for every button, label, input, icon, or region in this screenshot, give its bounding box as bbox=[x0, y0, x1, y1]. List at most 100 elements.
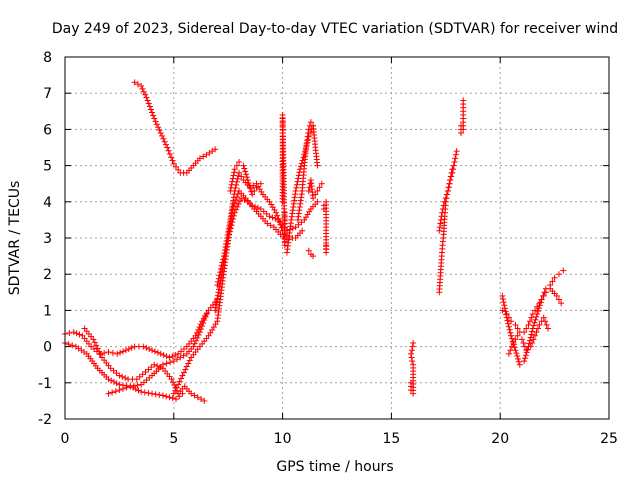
data-point bbox=[202, 314, 209, 321]
data-point bbox=[145, 390, 152, 397]
y-tick-label: 6 bbox=[43, 122, 52, 138]
data-point bbox=[508, 343, 515, 350]
data-point bbox=[450, 162, 457, 169]
data-point bbox=[299, 227, 306, 234]
data-point bbox=[134, 81, 141, 88]
y-axis-label: SDTVAR / TECUs bbox=[7, 181, 23, 296]
data-point bbox=[178, 375, 185, 382]
series-arc-high bbox=[131, 79, 219, 176]
data-point bbox=[176, 378, 183, 385]
data-point bbox=[116, 372, 123, 379]
grid-lines bbox=[65, 57, 609, 419]
data-point bbox=[143, 344, 150, 351]
data-point bbox=[318, 180, 325, 187]
data-point bbox=[526, 318, 533, 325]
data-point bbox=[229, 175, 236, 182]
data-point bbox=[218, 274, 225, 281]
data-point bbox=[188, 390, 195, 397]
data-point bbox=[305, 126, 312, 133]
data-point bbox=[549, 278, 556, 285]
data-point bbox=[220, 262, 227, 269]
data-point bbox=[219, 265, 226, 272]
data-point bbox=[213, 301, 220, 308]
data-point bbox=[131, 79, 138, 86]
data-point bbox=[536, 300, 543, 307]
data-point bbox=[155, 124, 162, 131]
data-point bbox=[312, 191, 319, 198]
series-small-11 bbox=[305, 247, 317, 260]
data-point bbox=[154, 362, 161, 369]
data-point bbox=[295, 175, 302, 182]
data-point bbox=[146, 346, 153, 353]
data-point bbox=[194, 394, 201, 401]
data-point bbox=[230, 212, 237, 219]
data-point bbox=[294, 178, 301, 185]
data-point bbox=[310, 253, 317, 260]
data-point bbox=[441, 198, 448, 205]
data-point bbox=[228, 181, 235, 188]
data-point bbox=[267, 222, 274, 229]
data-point bbox=[127, 383, 134, 390]
data-point bbox=[531, 319, 538, 326]
data-point bbox=[190, 343, 197, 350]
data-point bbox=[301, 151, 308, 158]
data-point bbox=[505, 350, 512, 357]
series-arc-c bbox=[81, 325, 208, 404]
data-point bbox=[555, 296, 562, 303]
data-point bbox=[243, 174, 250, 181]
data-point bbox=[179, 390, 186, 397]
data-point bbox=[505, 323, 512, 330]
data-point bbox=[527, 343, 534, 350]
y-tick-label: 4 bbox=[43, 195, 52, 211]
data-point bbox=[169, 379, 176, 386]
data-point bbox=[275, 215, 282, 222]
data-point bbox=[449, 166, 456, 173]
data-point bbox=[233, 162, 240, 169]
data-point bbox=[212, 307, 219, 314]
data-point bbox=[437, 216, 444, 223]
data-point bbox=[251, 187, 258, 194]
data-point bbox=[278, 224, 285, 231]
data-point bbox=[452, 155, 459, 162]
data-point bbox=[170, 160, 177, 167]
data-point bbox=[195, 332, 202, 339]
data-point bbox=[499, 292, 506, 299]
data-point bbox=[241, 196, 248, 203]
data-point bbox=[160, 135, 167, 142]
data-point bbox=[97, 351, 104, 358]
data-point bbox=[530, 322, 537, 329]
data-point bbox=[132, 386, 139, 393]
data-point bbox=[513, 350, 520, 357]
data-point bbox=[161, 138, 168, 145]
data-point bbox=[514, 325, 521, 332]
data-point bbox=[409, 347, 416, 354]
y-tick-label: 7 bbox=[43, 86, 52, 102]
x-tick-labels: 0 5 10 15 20 25 bbox=[61, 431, 618, 447]
data-point bbox=[510, 339, 517, 346]
data-point bbox=[144, 97, 151, 104]
data-point bbox=[241, 165, 248, 172]
data-point bbox=[233, 206, 240, 213]
data-point bbox=[532, 316, 539, 323]
data-point bbox=[217, 280, 224, 287]
data-point bbox=[499, 307, 506, 314]
data-point bbox=[135, 387, 142, 394]
data-point bbox=[116, 381, 123, 388]
data-point bbox=[409, 358, 416, 365]
data-point bbox=[304, 137, 311, 144]
data-point bbox=[534, 325, 541, 332]
data-point bbox=[164, 144, 171, 151]
data-point bbox=[442, 195, 449, 202]
y-tick-label: 5 bbox=[43, 159, 52, 175]
data-point bbox=[166, 151, 173, 158]
data-point bbox=[514, 332, 521, 339]
x-tick-label: 0 bbox=[61, 431, 70, 447]
data-point bbox=[305, 247, 312, 254]
data-point bbox=[140, 88, 147, 95]
data-point bbox=[152, 391, 159, 398]
data-point bbox=[201, 397, 208, 404]
data-point bbox=[547, 282, 554, 289]
data-point bbox=[159, 392, 166, 399]
data-point bbox=[532, 332, 539, 339]
data-point bbox=[242, 168, 249, 175]
